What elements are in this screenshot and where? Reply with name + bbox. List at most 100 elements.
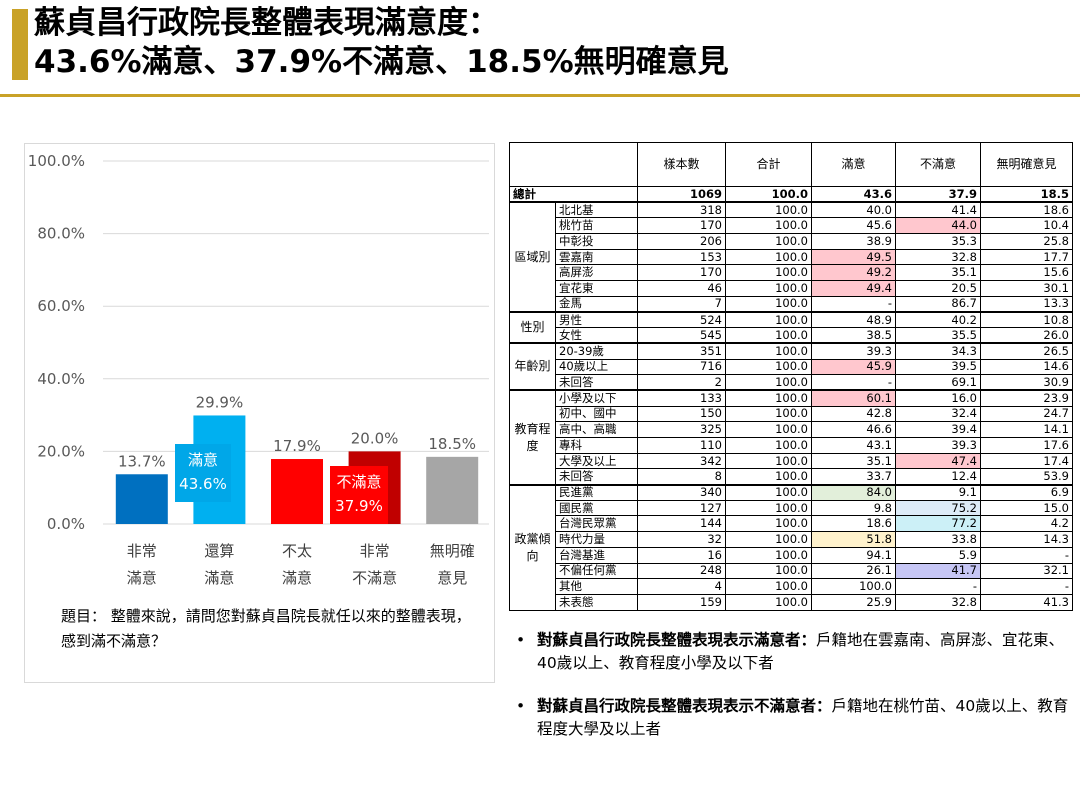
table-cell: 25.9 bbox=[811, 593, 896, 611]
row-label: 時代力量 bbox=[555, 531, 638, 548]
table-cell: - bbox=[811, 374, 896, 391]
col-header-sample: 樣本數 bbox=[637, 142, 726, 187]
table-cell: - bbox=[895, 578, 981, 595]
table-cell: 716 bbox=[637, 358, 726, 376]
table-cell: 94.1 bbox=[811, 546, 896, 564]
table-cell: 40.0 bbox=[811, 201, 896, 219]
table-cell: 14.1 bbox=[980, 421, 1073, 438]
table-cell: 42.8 bbox=[811, 405, 896, 423]
bar-value-label: 29.9% bbox=[196, 393, 244, 411]
row-label: 其他 bbox=[555, 578, 638, 595]
table-cell: - bbox=[980, 578, 1073, 595]
finding-dissatisfied-text: 戶籍地在桃竹苗、40歲以上、教育程度大學及以上者 bbox=[537, 697, 1069, 738]
crosstab-table-wrap: 樣本數 合計 滿意 不滿意 無明確意見 總計 1069 100.0 43.6 37.9 1… bbox=[509, 142, 1073, 611]
table-cell: 6.9 bbox=[980, 483, 1073, 501]
table-cell: 100.0 bbox=[725, 468, 812, 486]
table-cell: 69.1 bbox=[895, 374, 981, 391]
row-label: 中彰投 bbox=[555, 233, 638, 250]
table-cell: 100.0 bbox=[725, 483, 812, 501]
table-cell: 41.3 bbox=[980, 593, 1073, 611]
table-cell: 26.5 bbox=[980, 342, 1073, 360]
table-cell: 30.9 bbox=[980, 374, 1073, 391]
table-cell: 545 bbox=[637, 327, 726, 344]
table-row: 其他 4 100.0 100.0- - bbox=[510, 578, 1073, 595]
x-category-label: 非常 bbox=[360, 542, 390, 560]
table-cell: 133 bbox=[637, 389, 726, 407]
table-row: 年齡別 20-39歲 351 100.0 39.3 34.3 26.5 bbox=[509, 342, 1073, 391]
y-tick-label: 100.0% bbox=[28, 152, 85, 170]
table-cell: 32 bbox=[637, 531, 726, 548]
table-row: 台灣基進 16 100.0 94.1 5.9- bbox=[510, 546, 1073, 564]
table-cell: 48.9 bbox=[811, 311, 896, 329]
bar-value-label: 13.7% bbox=[118, 452, 166, 470]
table-cell: 38.9 bbox=[811, 233, 896, 250]
table-cell: 4.2 bbox=[980, 515, 1073, 533]
table-cell: 18.6 bbox=[980, 201, 1073, 219]
y-tick-label: 80.0% bbox=[37, 225, 85, 243]
table-cell: 100.0 bbox=[725, 405, 812, 423]
table-cell: 86.7 bbox=[895, 295, 981, 313]
table-cell: 4 bbox=[637, 578, 726, 595]
table-cell: 26.1 bbox=[811, 562, 896, 580]
crosstab-table: 樣本數 合計 滿意 不滿意 無明確意見 總計 1069 100.0 43.6 37.9 1… bbox=[509, 142, 1073, 611]
group-label: 性別 bbox=[509, 310, 556, 344]
row-label: 專科 bbox=[555, 437, 638, 454]
table-cell: 39.3 bbox=[811, 342, 896, 360]
table-row: 區域別 北北基 318 100.0 40.0 41.4 18.6 bbox=[509, 201, 1073, 313]
table-cell: 18.5 bbox=[980, 186, 1073, 204]
title-line-2: 43.6%滿意、37.9%不滿意、18.5%無明確意見 bbox=[34, 44, 729, 80]
row-label: 宜花東 bbox=[555, 280, 638, 297]
row-label: 雲嘉南 bbox=[555, 248, 638, 266]
table-cell: 49.2 bbox=[811, 264, 896, 282]
x-category-label: 滿意 bbox=[282, 569, 312, 587]
table-cell: 32.1 bbox=[980, 562, 1073, 580]
table-cell: - bbox=[811, 295, 896, 313]
x-category-label: 無明確 bbox=[430, 542, 475, 560]
table-cell: 46.6 bbox=[811, 421, 896, 438]
table-row: 大學及以上 342 100.0 35.1 47.4 17.4 bbox=[510, 452, 1073, 470]
bar-value-label: 20.0% bbox=[351, 429, 399, 447]
table-cell: 318 bbox=[637, 201, 726, 219]
table-cell: 20.5 bbox=[895, 280, 981, 297]
bar bbox=[115, 474, 168, 524]
title-divider bbox=[0, 94, 1080, 97]
table-cell: 170 bbox=[637, 264, 726, 282]
table-cell: 153 bbox=[637, 248, 726, 266]
table-cell: 30.1 bbox=[980, 280, 1073, 297]
table-cell: 15.0 bbox=[980, 499, 1073, 517]
table-cell: 100.0 bbox=[725, 562, 812, 580]
row-label: 20-39歲 bbox=[555, 342, 638, 360]
table-cell: 100.0 bbox=[725, 578, 812, 595]
table-header-row: 樣本數 合計 滿意 不滿意 無明確意見 bbox=[509, 142, 1073, 187]
bar bbox=[426, 456, 479, 524]
group-label: 年齡別 bbox=[509, 342, 556, 391]
row-label: 北北基 bbox=[555, 201, 638, 219]
table-row: 宜花東 46 100.0 49.4 20.5 30.1 bbox=[510, 280, 1073, 297]
callout-dissatisfied-label: 不滿意 bbox=[336, 473, 382, 491]
table-cell: 23.9 bbox=[980, 389, 1073, 407]
page-title: 蘇貞昌行政院長整體表現滿意度： 43.6%滿意、37.9%不滿意、18.5%無明… bbox=[34, 4, 729, 82]
table-cell: 40.2 bbox=[895, 311, 981, 329]
table-cell: 100.0 bbox=[725, 593, 812, 611]
table-row: 國民黨 127 100.0 9.8 75.2 15.0 bbox=[510, 499, 1073, 517]
table-cell: 248 bbox=[637, 562, 726, 580]
bar-chart-svg: 0.0%20.0%40.0%60.0%80.0%100.0%13.7%非常滿意2… bbox=[28, 152, 489, 587]
table-row: 未回答 2 100.0-69.1 30.9 bbox=[510, 374, 1073, 391]
table-cell: 17.4 bbox=[980, 452, 1073, 470]
table-row: 金馬 7 100.0-86.7 13.3 bbox=[510, 295, 1073, 313]
x-category-label: 滿意 bbox=[204, 569, 234, 587]
table-cell: 14.3 bbox=[980, 531, 1073, 548]
table-cell: 32.8 bbox=[895, 248, 981, 266]
table-cell: 110 bbox=[637, 437, 726, 454]
table-cell: 35.5 bbox=[895, 327, 981, 344]
title-accent-bar bbox=[12, 9, 28, 80]
table-cell: 45.9 bbox=[811, 358, 896, 376]
table-cell: 45.6 bbox=[811, 217, 896, 235]
finding-satisfied-lead: 對蘇貞昌行政院長整體表現表示滿意者： bbox=[537, 631, 817, 649]
table-row: 中彰投 206 100.0 38.9 35.3 25.8 bbox=[510, 233, 1073, 250]
table-cell: 7 bbox=[637, 295, 726, 313]
callout-satisfied: 滿意 43.6% bbox=[175, 444, 231, 502]
table-cell: 12.4 bbox=[895, 468, 981, 486]
table-row: 桃竹苗 170 100.0 45.6 44.0 10.4 bbox=[510, 217, 1073, 235]
table-cell: 35.3 bbox=[895, 233, 981, 250]
